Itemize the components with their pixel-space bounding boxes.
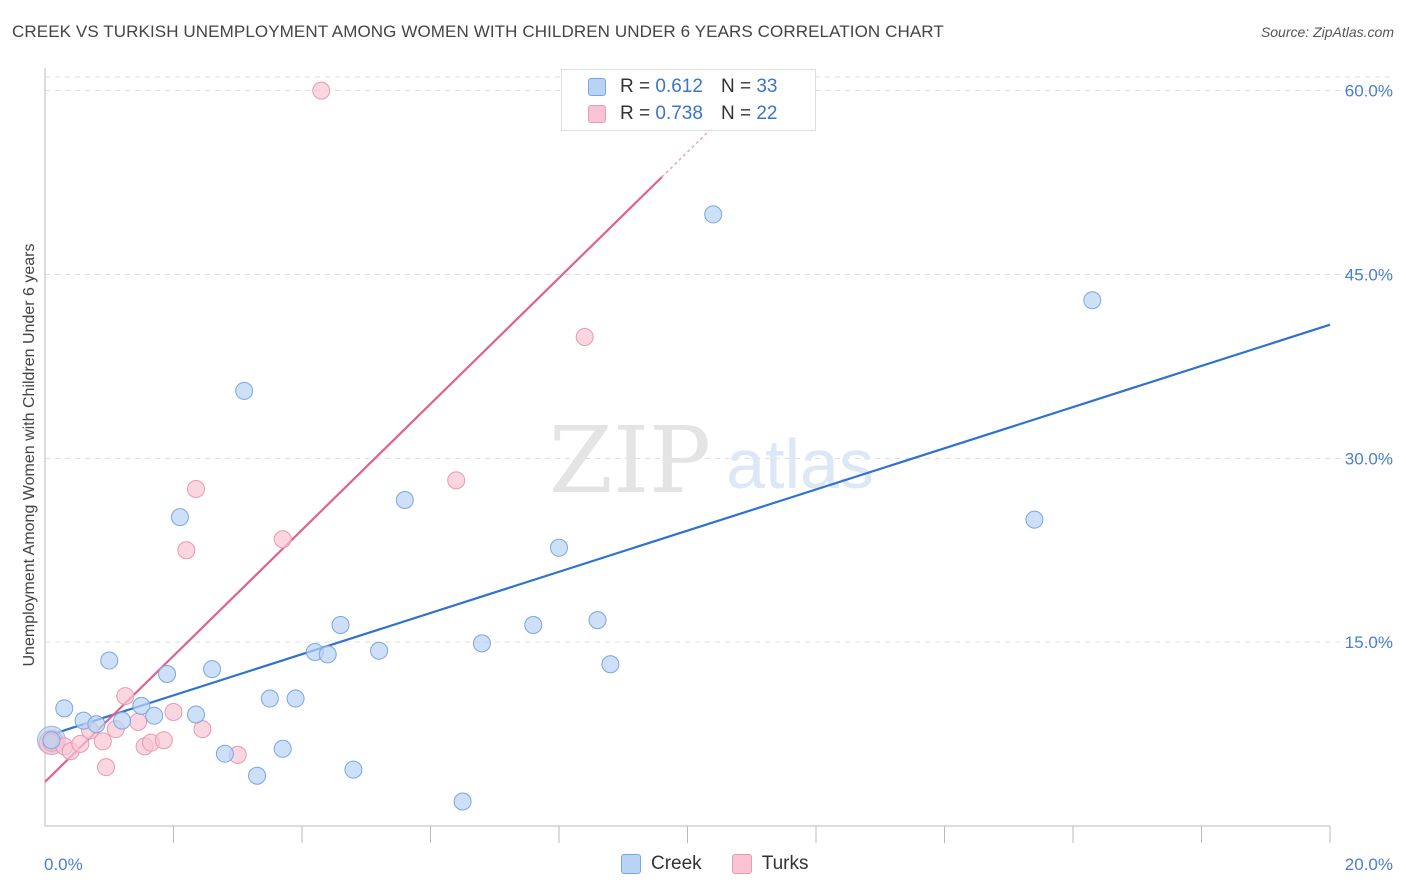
legend-item-turks[interactable]: Turks — [731, 853, 809, 875]
x-tick-label: 0.0% — [44, 855, 83, 874]
turks-point — [129, 712, 148, 731]
creek-point — [344, 760, 363, 779]
y-tick-label: 45.0% — [1345, 265, 1393, 284]
watermark-atlas: atlas — [726, 425, 874, 503]
creek-swatch — [588, 78, 606, 96]
turks-point — [116, 687, 135, 706]
creek-point — [588, 611, 607, 630]
creek-point — [1083, 291, 1102, 310]
creek-point — [453, 792, 472, 811]
turks-point — [154, 731, 173, 750]
turks-point — [93, 732, 112, 751]
creek-point — [170, 508, 189, 527]
creek-point — [1025, 510, 1044, 529]
correlation-legend: R = 0.612 N = 33 R = 0.738 N = 22 — [561, 69, 816, 131]
creek-point — [215, 744, 234, 763]
creek-point — [132, 696, 151, 715]
turks-swatch — [588, 105, 606, 123]
creek-point — [331, 616, 350, 635]
turks-n-value: 22 — [756, 103, 778, 124]
grid-lines — [45, 76, 1392, 643]
creek-point — [100, 651, 119, 670]
series-legend: Creek Turks — [621, 853, 838, 875]
turks-point — [177, 541, 196, 560]
creek-point — [524, 616, 543, 635]
creek-point — [55, 699, 74, 718]
r-label: R = — [620, 76, 651, 97]
creek-point — [113, 711, 132, 730]
n-label: N = — [720, 76, 752, 97]
legend-row-creek: R = 0.612 N = 33 — [588, 75, 777, 99]
turks-point — [186, 479, 205, 498]
y-tick-label: 60.0% — [1345, 82, 1393, 101]
creek-point — [87, 715, 106, 734]
legend-item-creek[interactable]: Creek — [621, 853, 702, 875]
creek-point — [203, 660, 222, 679]
creek-trend-line — [44, 323, 1331, 738]
creek-point — [42, 731, 61, 750]
creek-point — [370, 641, 389, 660]
creek-point — [472, 634, 491, 653]
x-tick-label: 20.0% — [1345, 855, 1393, 874]
creek-point — [601, 655, 620, 674]
creek-point — [273, 739, 292, 758]
turks-point — [71, 734, 90, 753]
turks-point — [575, 327, 594, 346]
creek-point — [248, 766, 267, 785]
turks-legend-label: Turks — [761, 853, 809, 874]
creek-point — [318, 645, 337, 664]
turks-point — [273, 530, 292, 549]
turks-trend-extension — [661, 132, 708, 178]
n-label: N = — [720, 103, 752, 124]
data-points — [36, 81, 1102, 811]
creek-point — [395, 490, 414, 509]
tick-labels: 15.0% 30.0% 45.0% 60.0% 0.0% 20.0% — [44, 82, 1393, 874]
creek-legend-swatch — [621, 854, 641, 874]
turks-point — [164, 703, 183, 722]
turks-r-value: 0.738 — [655, 103, 703, 124]
turks-point — [312, 81, 331, 100]
turks-trend-line — [44, 176, 663, 783]
turks-point — [97, 758, 116, 777]
watermark-zip: ZIP — [549, 407, 711, 514]
source-label: Source: ZipAtlas.com — [1260, 24, 1394, 40]
creek-point — [158, 665, 177, 684]
axes — [44, 68, 1331, 843]
creek-n-value: 33 — [756, 76, 778, 97]
watermark: ZIP atlas — [549, 407, 874, 514]
creek-point — [704, 205, 723, 224]
y-tick-label: 15.0% — [1345, 633, 1393, 652]
creek-point — [145, 706, 164, 725]
creek-r-value: 0.612 — [655, 76, 703, 97]
y-tick-label: 30.0% — [1345, 449, 1393, 468]
r-label: R = — [620, 103, 651, 124]
creek-point — [260, 689, 279, 708]
creek-point — [286, 689, 305, 708]
creek-legend-label: Creek — [651, 853, 702, 874]
creek-point — [186, 705, 205, 724]
trend-lines — [44, 132, 1331, 783]
creek-point — [550, 538, 568, 557]
turks-point — [447, 471, 466, 490]
chart-title: CREEK VS TURKISH UNEMPLOYMENT AMONG WOME… — [12, 22, 944, 41]
legend-row-turks: R = 0.738 N = 22 — [588, 102, 777, 126]
turks-legend-swatch — [731, 854, 752, 874]
creek-point — [235, 381, 254, 400]
